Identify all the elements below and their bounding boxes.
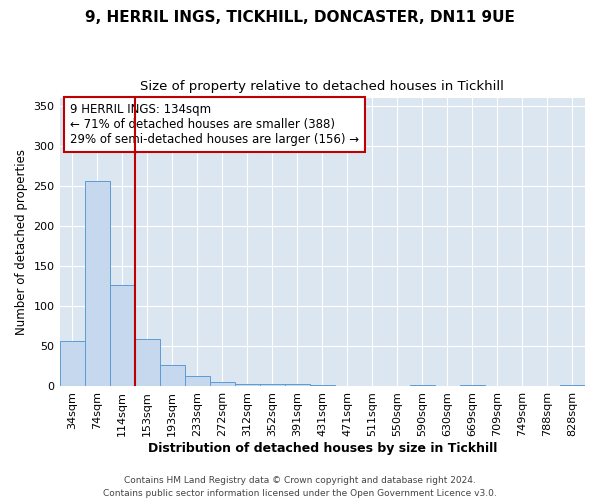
Bar (134, 339, 160, 386)
Bar (235, 384, 260, 386)
Bar (209, 382, 235, 386)
Text: Contains HM Land Registry data © Crown copyright and database right 2024.
Contai: Contains HM Land Registry data © Crown c… (103, 476, 497, 498)
Text: 9 HERRIL INGS: 134sqm
← 71% of detached houses are smaller (388)
29% of semi-det: 9 HERRIL INGS: 134sqm ← 71% of detached … (70, 102, 359, 146)
Bar (560, 385, 585, 386)
Bar (260, 384, 285, 386)
Bar (285, 384, 310, 386)
Bar (59, 341, 85, 386)
Bar (410, 385, 435, 386)
Bar (110, 285, 134, 386)
Bar (160, 365, 185, 386)
Text: 9, HERRIL INGS, TICKHILL, DONCASTER, DN11 9UE: 9, HERRIL INGS, TICKHILL, DONCASTER, DN1… (85, 10, 515, 25)
Bar (460, 385, 485, 386)
Y-axis label: Number of detached properties: Number of detached properties (15, 150, 28, 336)
X-axis label: Distribution of detached houses by size in Tickhill: Distribution of detached houses by size … (148, 442, 497, 455)
Bar (85, 181, 110, 386)
Bar (185, 376, 209, 386)
Bar (310, 385, 335, 386)
Title: Size of property relative to detached houses in Tickhill: Size of property relative to detached ho… (140, 80, 504, 93)
